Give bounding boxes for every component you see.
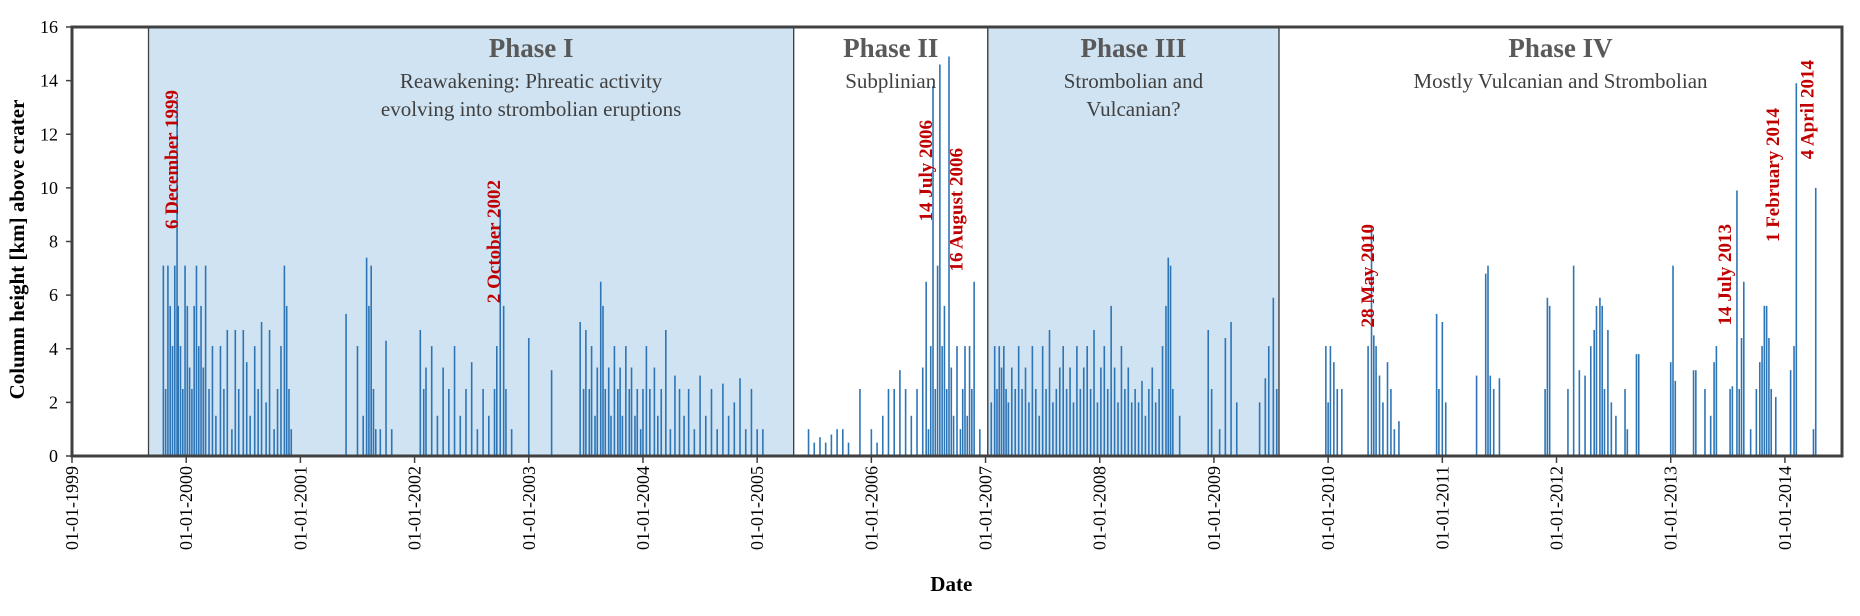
phase-title-1: Phase I — [489, 33, 574, 63]
event-label: 2 October 2002 — [484, 180, 505, 303]
x-tick-label: 01-01-2005 — [747, 466, 767, 550]
phase-description-1: evolving into strombolian eruptions — [381, 97, 681, 121]
phase-description-3: Strombolian and — [1064, 69, 1204, 93]
x-tick-label: 01-01-2001 — [290, 466, 310, 550]
event-label: 16 August 2006 — [947, 148, 968, 272]
x-tick-label: 01-01-2002 — [405, 466, 425, 550]
x-axis-title: Date — [930, 572, 972, 596]
phase-title-3: Phase III — [1081, 33, 1187, 63]
x-tick-label: 01-01-2007 — [976, 466, 996, 550]
event-label: 6 December 1999 — [162, 90, 183, 229]
x-tick-label: 01-01-2012 — [1547, 466, 1567, 550]
y-tick-label: 2 — [49, 392, 58, 412]
x-tick-label: 01-01-2011 — [1432, 466, 1452, 549]
y-tick-label: 14 — [40, 71, 58, 91]
phase-description-2: Subplinian — [845, 69, 937, 93]
event-label: 14 July 2013 — [1715, 224, 1736, 325]
x-tick-label: 01-01-2014 — [1775, 466, 1795, 550]
x-tick-label: 01-01-2004 — [633, 466, 653, 550]
phase-description-4: Mostly Vulcanian and Strombolian — [1413, 69, 1708, 93]
y-tick-label: 8 — [49, 232, 58, 252]
column-height-bars — [162, 56, 1817, 456]
x-tick-label: 01-01-2010 — [1318, 466, 1338, 550]
axes: 0 2 4 6 8 10 12 14 16 01-01-1999 01-01-2000 01-01-2… — [40, 17, 1844, 550]
x-tick-label: 01-01-2000 — [176, 466, 196, 550]
phase-description-3: Vulcanian? — [1086, 97, 1180, 121]
x-tick-label: 01-01-2009 — [1204, 466, 1224, 550]
x-tick-label: 01-01-1999 — [62, 466, 82, 550]
x-tick-label: 01-01-2003 — [519, 466, 539, 550]
y-tick-label: 4 — [49, 339, 58, 359]
event-label: 4 April 2014 — [1797, 60, 1818, 160]
event-label: 14 July 2006 — [916, 120, 937, 221]
y-axis-title: Column height [km] above crater — [5, 100, 29, 400]
y-tick-label: 12 — [40, 124, 58, 144]
y-tick-label: 10 — [40, 178, 58, 198]
phase-band-4 — [1278, 26, 1843, 457]
x-tick-label: 01-01-2006 — [861, 466, 881, 550]
event-label: 28 May 2010 — [1358, 224, 1379, 327]
phase-description-1: Reawakening: Phreatic activity — [400, 69, 663, 93]
annotations: Phase I Reawakening: Phreatic activity evo… — [162, 33, 1818, 327]
x-tick-label: 01-01-2008 — [1090, 466, 1110, 550]
event-label: 1 February 2014 — [1763, 108, 1784, 243]
y-tick-label: 0 — [49, 446, 58, 466]
phase-title-2: Phase II — [843, 33, 938, 63]
phase-title-4: Phase IV — [1508, 33, 1613, 63]
x-tick-label: 01-01-2013 — [1661, 466, 1681, 550]
y-tick-label: 6 — [49, 285, 58, 305]
y-tick-label: 16 — [40, 17, 58, 37]
phase-band-2 — [793, 26, 989, 457]
phase-bands — [147, 26, 1843, 457]
